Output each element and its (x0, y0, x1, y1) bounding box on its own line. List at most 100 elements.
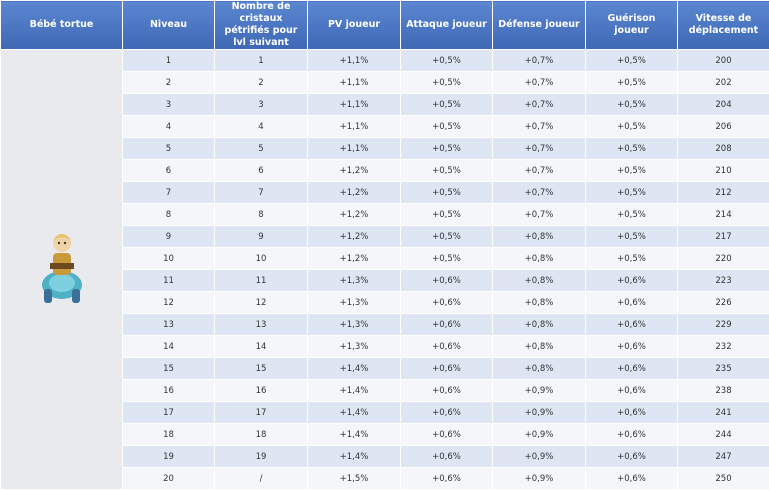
table-cell: 9 (123, 226, 215, 248)
table-cell: / (215, 468, 308, 490)
table-cell: +0,8% (493, 358, 586, 380)
header-cell: Défense joueur (493, 1, 586, 50)
header-cell: Vitesse de déplacement (678, 1, 769, 50)
table-cell: 232 (678, 336, 769, 358)
table-cell: 1 (215, 50, 308, 72)
table-cell: +1,1% (308, 72, 401, 94)
table-cell: +1,4% (308, 380, 401, 402)
table-cell: 11 (123, 270, 215, 292)
table-cell: +0,5% (586, 182, 678, 204)
table-cell: +0,5% (586, 226, 678, 248)
table-cell: 13 (215, 314, 308, 336)
table-cell: +0,7% (493, 160, 586, 182)
table-cell: +0,6% (586, 358, 678, 380)
table-cell: +0,6% (401, 292, 493, 314)
pet-image-cell (1, 50, 123, 490)
table-cell: +0,9% (493, 446, 586, 468)
header-cell: Guérison joueur (586, 1, 678, 50)
table-cell: +0,5% (401, 94, 493, 116)
table-cell: +0,5% (401, 138, 493, 160)
table-cell: +1,2% (308, 248, 401, 270)
table-cell: +0,6% (586, 270, 678, 292)
table-cell: 15 (123, 358, 215, 380)
table-cell: +0,8% (493, 292, 586, 314)
table-cell: +0,5% (586, 204, 678, 226)
table-cell: 17 (215, 402, 308, 424)
table-cell: +0,5% (401, 72, 493, 94)
table-cell: 238 (678, 380, 769, 402)
table-cell: +0,8% (493, 226, 586, 248)
table-cell: +0,7% (493, 72, 586, 94)
table-cell: 250 (678, 468, 769, 490)
table-cell: 202 (678, 72, 769, 94)
table-cell: 241 (678, 402, 769, 424)
table-cell: +0,6% (401, 424, 493, 446)
header-cell: Nombre de cristaux pétrifiés pour lvl su… (215, 1, 308, 50)
table-cell: +0,7% (493, 50, 586, 72)
table-cell: +0,6% (586, 314, 678, 336)
table-cell: +0,6% (586, 402, 678, 424)
table-cell: 6 (215, 160, 308, 182)
table-cell: 4 (123, 116, 215, 138)
table-cell: 214 (678, 204, 769, 226)
table-cell: 4 (215, 116, 308, 138)
table-cell: +1,1% (308, 116, 401, 138)
table-cell: +0,5% (586, 72, 678, 94)
table-cell: +1,3% (308, 292, 401, 314)
header-cell: Attaque joueur (401, 1, 493, 50)
table-cell: +1,4% (308, 358, 401, 380)
table-cell: +0,8% (493, 314, 586, 336)
table-cell: +0,5% (401, 50, 493, 72)
table-cell: +0,7% (493, 94, 586, 116)
table-cell: 7 (123, 182, 215, 204)
table-cell: 9 (215, 226, 308, 248)
table-cell: +0,7% (493, 182, 586, 204)
table-cell: +0,5% (586, 116, 678, 138)
table-cell: +0,5% (586, 138, 678, 160)
table-cell: +0,6% (586, 336, 678, 358)
table-cell: +1,1% (308, 50, 401, 72)
table-cell: +0,8% (493, 270, 586, 292)
table-cell: 200 (678, 50, 769, 72)
table-cell: +0,5% (586, 50, 678, 72)
table-cell: +0,6% (401, 358, 493, 380)
table-cell: +0,9% (493, 380, 586, 402)
table-cell: +0,6% (586, 468, 678, 490)
table-cell: +0,6% (401, 402, 493, 424)
table-cell: +0,7% (493, 204, 586, 226)
table-cell: +0,6% (586, 446, 678, 468)
table-cell: +0,5% (401, 160, 493, 182)
table-cell: +0,5% (586, 94, 678, 116)
table-cell: 6 (123, 160, 215, 182)
table-cell: +0,6% (401, 380, 493, 402)
table-cell: 229 (678, 314, 769, 336)
table-cell: 18 (215, 424, 308, 446)
table-cell: +0,7% (493, 138, 586, 160)
table-cell: +1,2% (308, 182, 401, 204)
table-cell: +0,5% (401, 182, 493, 204)
table-cell: 223 (678, 270, 769, 292)
table-cell: 12 (215, 292, 308, 314)
table-cell: +0,9% (493, 468, 586, 490)
table-cell: +0,5% (401, 248, 493, 270)
table-cell: 10 (123, 248, 215, 270)
table-cell: 14 (123, 336, 215, 358)
table-cell: 212 (678, 182, 769, 204)
table-cell: 206 (678, 116, 769, 138)
table-cell: 8 (215, 204, 308, 226)
table-cell: 16 (123, 380, 215, 402)
table-cell: +1,2% (308, 160, 401, 182)
header-cell: PV joueur (308, 1, 401, 50)
table-cell: 208 (678, 138, 769, 160)
header-cell: Niveau (123, 1, 215, 50)
table-cell: 220 (678, 248, 769, 270)
table-cell: 8 (123, 204, 215, 226)
table-cell: 19 (123, 446, 215, 468)
table-cell: 204 (678, 94, 769, 116)
table-cell: 3 (215, 94, 308, 116)
table-cell: +1,3% (308, 270, 401, 292)
table-cell: 5 (215, 138, 308, 160)
table-cell: 15 (215, 358, 308, 380)
